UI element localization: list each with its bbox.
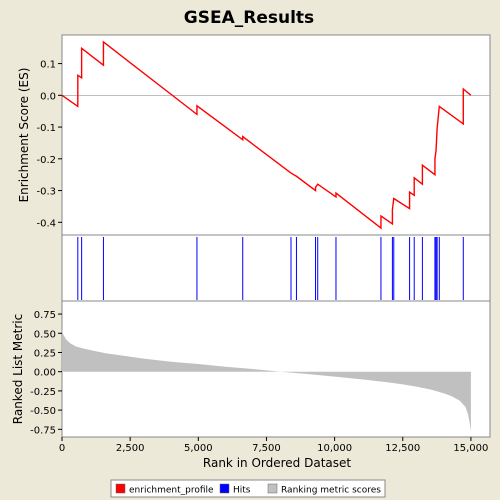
metric-ytick-label: 0.00: [34, 368, 56, 379]
legend-label: Hits: [233, 486, 251, 496]
enrichment-profile-line: [61, 40, 472, 230]
x-tick-label: 10,000: [317, 443, 352, 454]
legend: enrichment_profile Hits Ranking metric sco…: [115, 483, 381, 496]
es-ytick-label: 0.0: [40, 91, 56, 102]
x-tick-label: 15,000: [453, 443, 488, 454]
legend-label: Ranking metric scores: [281, 486, 381, 496]
legend-box: [110, 479, 386, 498]
metric-ytick-label: -0.75: [30, 425, 56, 436]
legend-swatch: [115, 483, 126, 494]
x-tick-label: 12,500: [385, 443, 420, 454]
es-ytick-label: -0.3: [36, 187, 56, 198]
chart-title: GSEA_Results: [184, 8, 314, 28]
x-tick-label: 7,500: [252, 443, 281, 454]
es-ytick-label: -0.4: [36, 218, 56, 229]
hits-marks: [77, 237, 464, 300]
metric-ytick-label: -0.25: [30, 387, 56, 398]
metric-ylabel: Ranked List Metric: [11, 314, 25, 424]
x-tick-label: 0: [59, 443, 65, 454]
es-ytick-label: -0.2: [36, 155, 56, 166]
es-ylabel: Enrichment Score (ES): [17, 68, 31, 203]
x-tick-label: 5,000: [184, 443, 213, 454]
es-axis: 0.1 0.0 -0.1 -0.2 -0.3 -0.4: [36, 60, 490, 229]
legend-swatch: [219, 483, 230, 494]
metric-ytick-label: 0.25: [34, 348, 56, 359]
metric-ytick-label: 0.75: [34, 310, 56, 321]
es-plot-area: [61, 34, 491, 236]
legend-label: enrichment_profile: [129, 486, 214, 496]
metric-ytick-label: 0.50: [34, 329, 56, 340]
metric-ytick-label: -0.50: [30, 406, 56, 417]
x-tick-label: 2,500: [116, 443, 145, 454]
hits-plot-area: [61, 234, 491, 302]
x-axis: 0 2,500 5,000 7,500 10,000 12,500 15,000: [59, 437, 488, 454]
es-ytick-label: 0.1: [40, 60, 56, 71]
ranking-metric-area: [62, 329, 471, 432]
x-axis-label: Rank in Ordered Dataset: [203, 456, 351, 470]
legend-swatch: [267, 483, 278, 494]
es-ytick-label: -0.1: [36, 123, 56, 134]
metric-axis: 0.75 0.50 0.25 0.00 -0.25 -0.50 -0.75: [30, 310, 62, 436]
